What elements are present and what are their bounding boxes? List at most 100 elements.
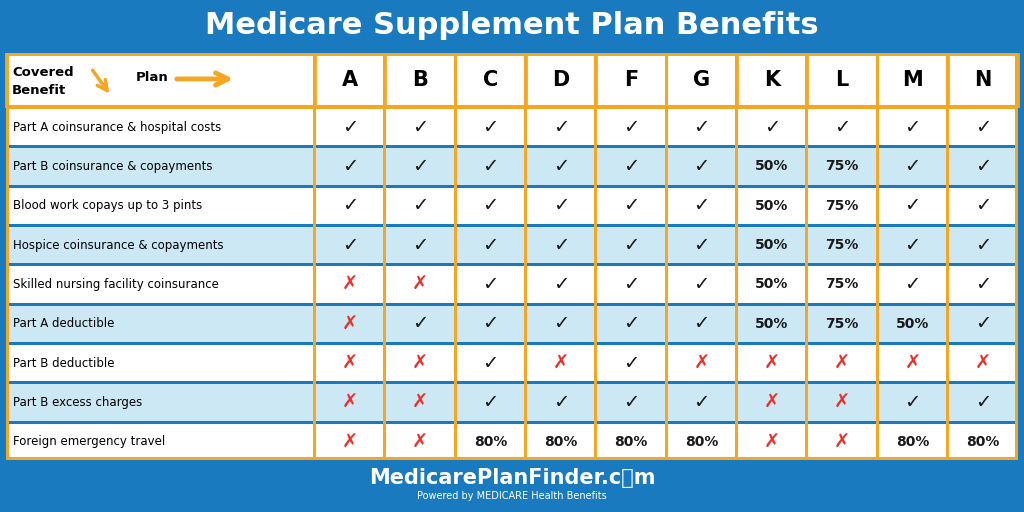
- Bar: [735, 345, 737, 381]
- Bar: [6, 457, 1018, 460]
- Bar: [735, 188, 737, 224]
- Text: ✗: ✗: [412, 393, 428, 412]
- Bar: [666, 385, 668, 421]
- Text: ✗: ✗: [342, 354, 358, 373]
- Text: 80%: 80%: [896, 435, 929, 449]
- Bar: [6, 188, 1018, 224]
- Bar: [806, 423, 808, 460]
- Bar: [6, 53, 1018, 56]
- Bar: [455, 423, 457, 460]
- Text: ✓: ✓: [482, 118, 499, 137]
- Text: ✓: ✓: [904, 393, 921, 412]
- Bar: [946, 266, 948, 303]
- Text: ✓: ✓: [412, 157, 428, 176]
- Text: ✓: ✓: [904, 196, 921, 216]
- Bar: [455, 345, 457, 381]
- Text: ✓: ✓: [693, 314, 710, 333]
- Text: ✓: ✓: [482, 157, 499, 176]
- Bar: [524, 54, 527, 460]
- Text: A: A: [342, 70, 358, 90]
- Bar: [313, 54, 316, 460]
- Bar: [6, 263, 1018, 266]
- Bar: [314, 54, 385, 106]
- Bar: [524, 306, 526, 342]
- Text: ✓: ✓: [693, 196, 710, 216]
- Bar: [313, 188, 316, 224]
- Text: 50%: 50%: [896, 317, 929, 331]
- Bar: [666, 148, 668, 185]
- Text: Skilled nursing facility coinsurance: Skilled nursing facility coinsurance: [13, 278, 219, 291]
- Bar: [806, 148, 808, 185]
- Bar: [595, 266, 597, 303]
- Text: ✓: ✓: [342, 157, 358, 176]
- Bar: [735, 306, 737, 342]
- Bar: [6, 145, 1018, 148]
- Bar: [595, 188, 597, 224]
- Bar: [455, 385, 457, 421]
- Bar: [6, 227, 1018, 263]
- Bar: [455, 109, 457, 145]
- Bar: [6, 185, 1018, 188]
- Text: Medicare Supplement Plan Benefits: Medicare Supplement Plan Benefits: [205, 11, 819, 40]
- Bar: [385, 54, 456, 106]
- Text: 80%: 80%: [967, 435, 999, 449]
- Bar: [667, 54, 736, 106]
- Bar: [313, 345, 316, 381]
- Text: ✗: ✗: [412, 432, 428, 452]
- Bar: [877, 188, 879, 224]
- Bar: [6, 148, 1018, 185]
- Bar: [384, 54, 386, 460]
- Bar: [524, 109, 526, 145]
- Text: ✓: ✓: [975, 236, 991, 254]
- Bar: [524, 423, 526, 460]
- Bar: [877, 109, 879, 145]
- Bar: [666, 188, 668, 224]
- Text: ✓: ✓: [553, 157, 569, 176]
- Text: 75%: 75%: [825, 278, 859, 291]
- Bar: [455, 306, 457, 342]
- Bar: [524, 266, 526, 303]
- Text: 50%: 50%: [755, 199, 788, 213]
- Bar: [313, 109, 316, 145]
- Text: ✓: ✓: [623, 236, 639, 254]
- Text: Plan: Plan: [136, 71, 169, 84]
- Text: ✓: ✓: [553, 236, 569, 254]
- Text: ✓: ✓: [975, 275, 991, 294]
- Bar: [806, 109, 808, 145]
- Bar: [877, 148, 879, 185]
- Bar: [455, 188, 457, 224]
- Bar: [384, 306, 386, 342]
- Bar: [384, 148, 386, 185]
- Text: ✗: ✗: [342, 432, 358, 452]
- Bar: [595, 54, 597, 460]
- Text: Powered by MEDICARE Health Benefits: Powered by MEDICARE Health Benefits: [417, 491, 607, 501]
- Bar: [455, 148, 457, 185]
- Text: ✓: ✓: [623, 157, 639, 176]
- Text: Part B excess charges: Part B excess charges: [13, 396, 142, 409]
- Bar: [595, 227, 597, 263]
- Bar: [6, 342, 1018, 345]
- Bar: [735, 148, 737, 185]
- Text: ✓: ✓: [342, 196, 358, 216]
- Bar: [6, 54, 314, 106]
- Bar: [946, 306, 948, 342]
- Text: ✓: ✓: [482, 196, 499, 216]
- Bar: [877, 385, 879, 421]
- Bar: [666, 345, 668, 381]
- Text: ✗: ✗: [764, 432, 780, 452]
- Text: ✓: ✓: [553, 118, 569, 137]
- Text: ✓: ✓: [904, 118, 921, 137]
- Text: 80%: 80%: [474, 435, 507, 449]
- Bar: [946, 345, 948, 381]
- Text: ✗: ✗: [834, 432, 850, 452]
- Bar: [595, 148, 597, 185]
- Text: 75%: 75%: [825, 317, 859, 331]
- Bar: [666, 306, 668, 342]
- Bar: [595, 423, 597, 460]
- Text: Part A deductible: Part A deductible: [13, 317, 115, 330]
- Text: ✓: ✓: [975, 157, 991, 176]
- Bar: [666, 266, 668, 303]
- Text: ✗: ✗: [764, 393, 780, 412]
- Bar: [736, 54, 807, 106]
- Text: ✗: ✗: [342, 275, 358, 294]
